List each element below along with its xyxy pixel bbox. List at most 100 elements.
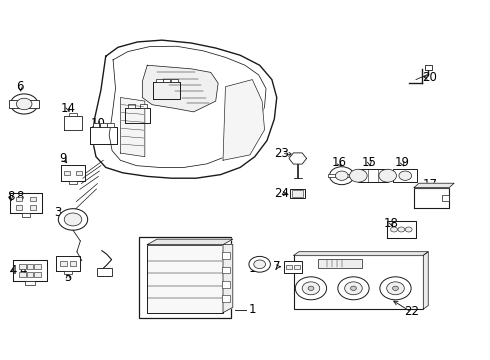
Circle shape <box>308 286 314 291</box>
Polygon shape <box>414 188 449 208</box>
Text: 9: 9 <box>59 152 67 165</box>
Text: 6: 6 <box>17 80 24 93</box>
Circle shape <box>399 171 412 180</box>
Text: 20: 20 <box>422 71 437 84</box>
Text: 8: 8 <box>7 190 14 203</box>
Circle shape <box>405 227 412 232</box>
Bar <box>393 169 417 182</box>
Polygon shape <box>223 244 233 313</box>
Polygon shape <box>387 221 416 238</box>
Text: 22: 22 <box>404 306 418 319</box>
Polygon shape <box>121 98 145 157</box>
Circle shape <box>379 169 396 182</box>
Text: 14: 14 <box>61 102 75 115</box>
Polygon shape <box>414 183 454 188</box>
Bar <box>221 296 230 302</box>
Polygon shape <box>61 165 85 181</box>
Bar <box>16 197 22 201</box>
Bar <box>69 113 77 116</box>
Text: 15: 15 <box>362 156 377 169</box>
Circle shape <box>338 277 369 300</box>
Polygon shape <box>64 116 82 130</box>
Bar <box>70 261 76 266</box>
Text: 11: 11 <box>124 103 139 116</box>
Circle shape <box>380 277 411 300</box>
Circle shape <box>391 227 397 232</box>
Polygon shape <box>56 256 80 271</box>
Text: 1: 1 <box>249 303 256 316</box>
Bar <box>442 195 449 201</box>
Bar <box>286 265 292 269</box>
Bar <box>26 272 33 277</box>
Bar <box>291 189 305 198</box>
Bar <box>328 174 355 177</box>
Bar <box>64 271 72 274</box>
Bar <box>425 65 432 69</box>
Text: 12: 12 <box>157 78 172 91</box>
Bar <box>318 259 362 268</box>
Bar <box>294 255 423 309</box>
Text: 18: 18 <box>384 217 399 230</box>
Bar <box>221 281 230 288</box>
Bar <box>221 252 230 259</box>
Bar <box>16 206 22 210</box>
Circle shape <box>302 282 320 295</box>
Polygon shape <box>10 193 42 213</box>
Bar <box>76 171 82 175</box>
Bar <box>156 78 163 82</box>
Bar <box>294 265 300 269</box>
Polygon shape <box>143 65 218 112</box>
Polygon shape <box>223 80 265 160</box>
Circle shape <box>64 213 82 226</box>
Circle shape <box>254 260 266 269</box>
Polygon shape <box>13 260 47 281</box>
Circle shape <box>335 171 348 180</box>
Polygon shape <box>125 108 150 123</box>
Circle shape <box>344 282 362 295</box>
Bar <box>97 268 112 276</box>
Bar <box>26 264 33 269</box>
Polygon shape <box>147 239 233 244</box>
Bar <box>25 281 35 285</box>
Bar <box>22 213 30 217</box>
Text: 7: 7 <box>273 260 280 273</box>
Bar <box>34 272 41 277</box>
Bar <box>100 123 107 127</box>
Circle shape <box>58 209 88 230</box>
Text: 16: 16 <box>331 156 346 169</box>
Text: 3: 3 <box>55 207 62 220</box>
Circle shape <box>349 169 367 182</box>
Polygon shape <box>294 252 428 255</box>
Bar <box>19 272 26 277</box>
Text: 23: 23 <box>274 147 289 159</box>
Bar <box>358 169 388 182</box>
Circle shape <box>249 256 270 272</box>
Circle shape <box>10 94 38 114</box>
Text: 5: 5 <box>65 271 72 284</box>
Text: 17: 17 <box>422 178 437 191</box>
Polygon shape <box>93 40 277 178</box>
Text: 10: 10 <box>91 117 106 130</box>
Bar <box>9 100 39 108</box>
Polygon shape <box>423 252 428 309</box>
Circle shape <box>330 167 354 185</box>
Text: 2: 2 <box>169 264 176 277</box>
Bar <box>34 264 41 269</box>
Text: 19: 19 <box>395 156 410 169</box>
Polygon shape <box>153 82 180 99</box>
Bar <box>69 181 77 184</box>
Bar <box>107 123 114 127</box>
Text: 13: 13 <box>248 262 263 275</box>
Bar <box>139 237 231 318</box>
Text: 24: 24 <box>274 187 289 200</box>
Bar <box>19 264 26 269</box>
Polygon shape <box>289 153 307 164</box>
Circle shape <box>295 277 327 300</box>
Circle shape <box>387 282 404 295</box>
Circle shape <box>398 227 405 232</box>
Bar <box>163 78 170 82</box>
Polygon shape <box>90 127 117 144</box>
Bar <box>30 206 36 210</box>
Bar <box>93 123 99 127</box>
Circle shape <box>16 98 32 110</box>
